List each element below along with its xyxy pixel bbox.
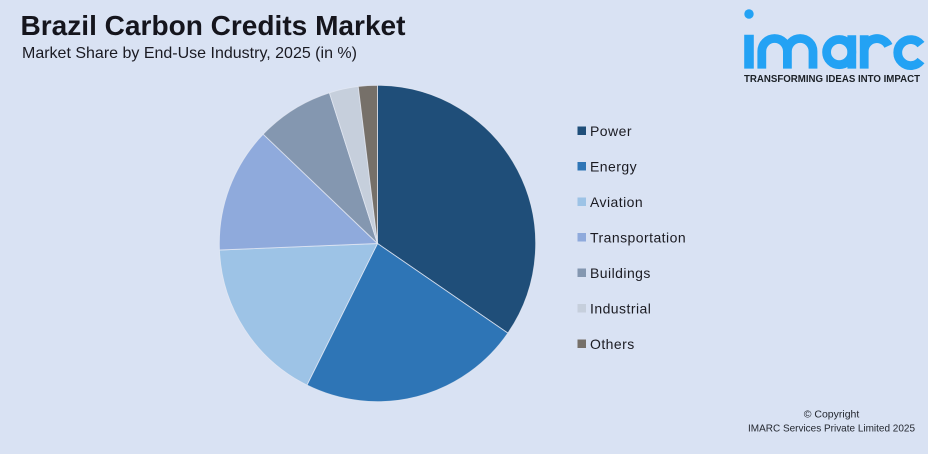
svg-text:IMARC Services Private Limited: IMARC Services Private Limited 2025 bbox=[748, 423, 915, 435]
svg-text:Market Share by End-Use Indust: Market Share by End-Use Industry, 2025 (… bbox=[22, 45, 357, 62]
svg-text:Aviation: Aviation bbox=[590, 194, 643, 210]
svg-text:Others: Others bbox=[590, 336, 635, 352]
svg-text:Power: Power bbox=[590, 123, 632, 139]
svg-text:TRANSFORMING IDEAS INTO IMPACT: TRANSFORMING IDEAS INTO IMPACT bbox=[744, 74, 921, 85]
svg-text:© Copyright: © Copyright bbox=[804, 409, 860, 421]
svg-text:Industrial: Industrial bbox=[590, 300, 651, 316]
svg-text:Buildings: Buildings bbox=[590, 265, 651, 281]
svg-text:Energy: Energy bbox=[590, 158, 637, 174]
svg-text:Brazil Carbon Credits Market: Brazil Carbon Credits Market bbox=[21, 10, 406, 41]
svg-text:Transportation: Transportation bbox=[590, 229, 686, 245]
